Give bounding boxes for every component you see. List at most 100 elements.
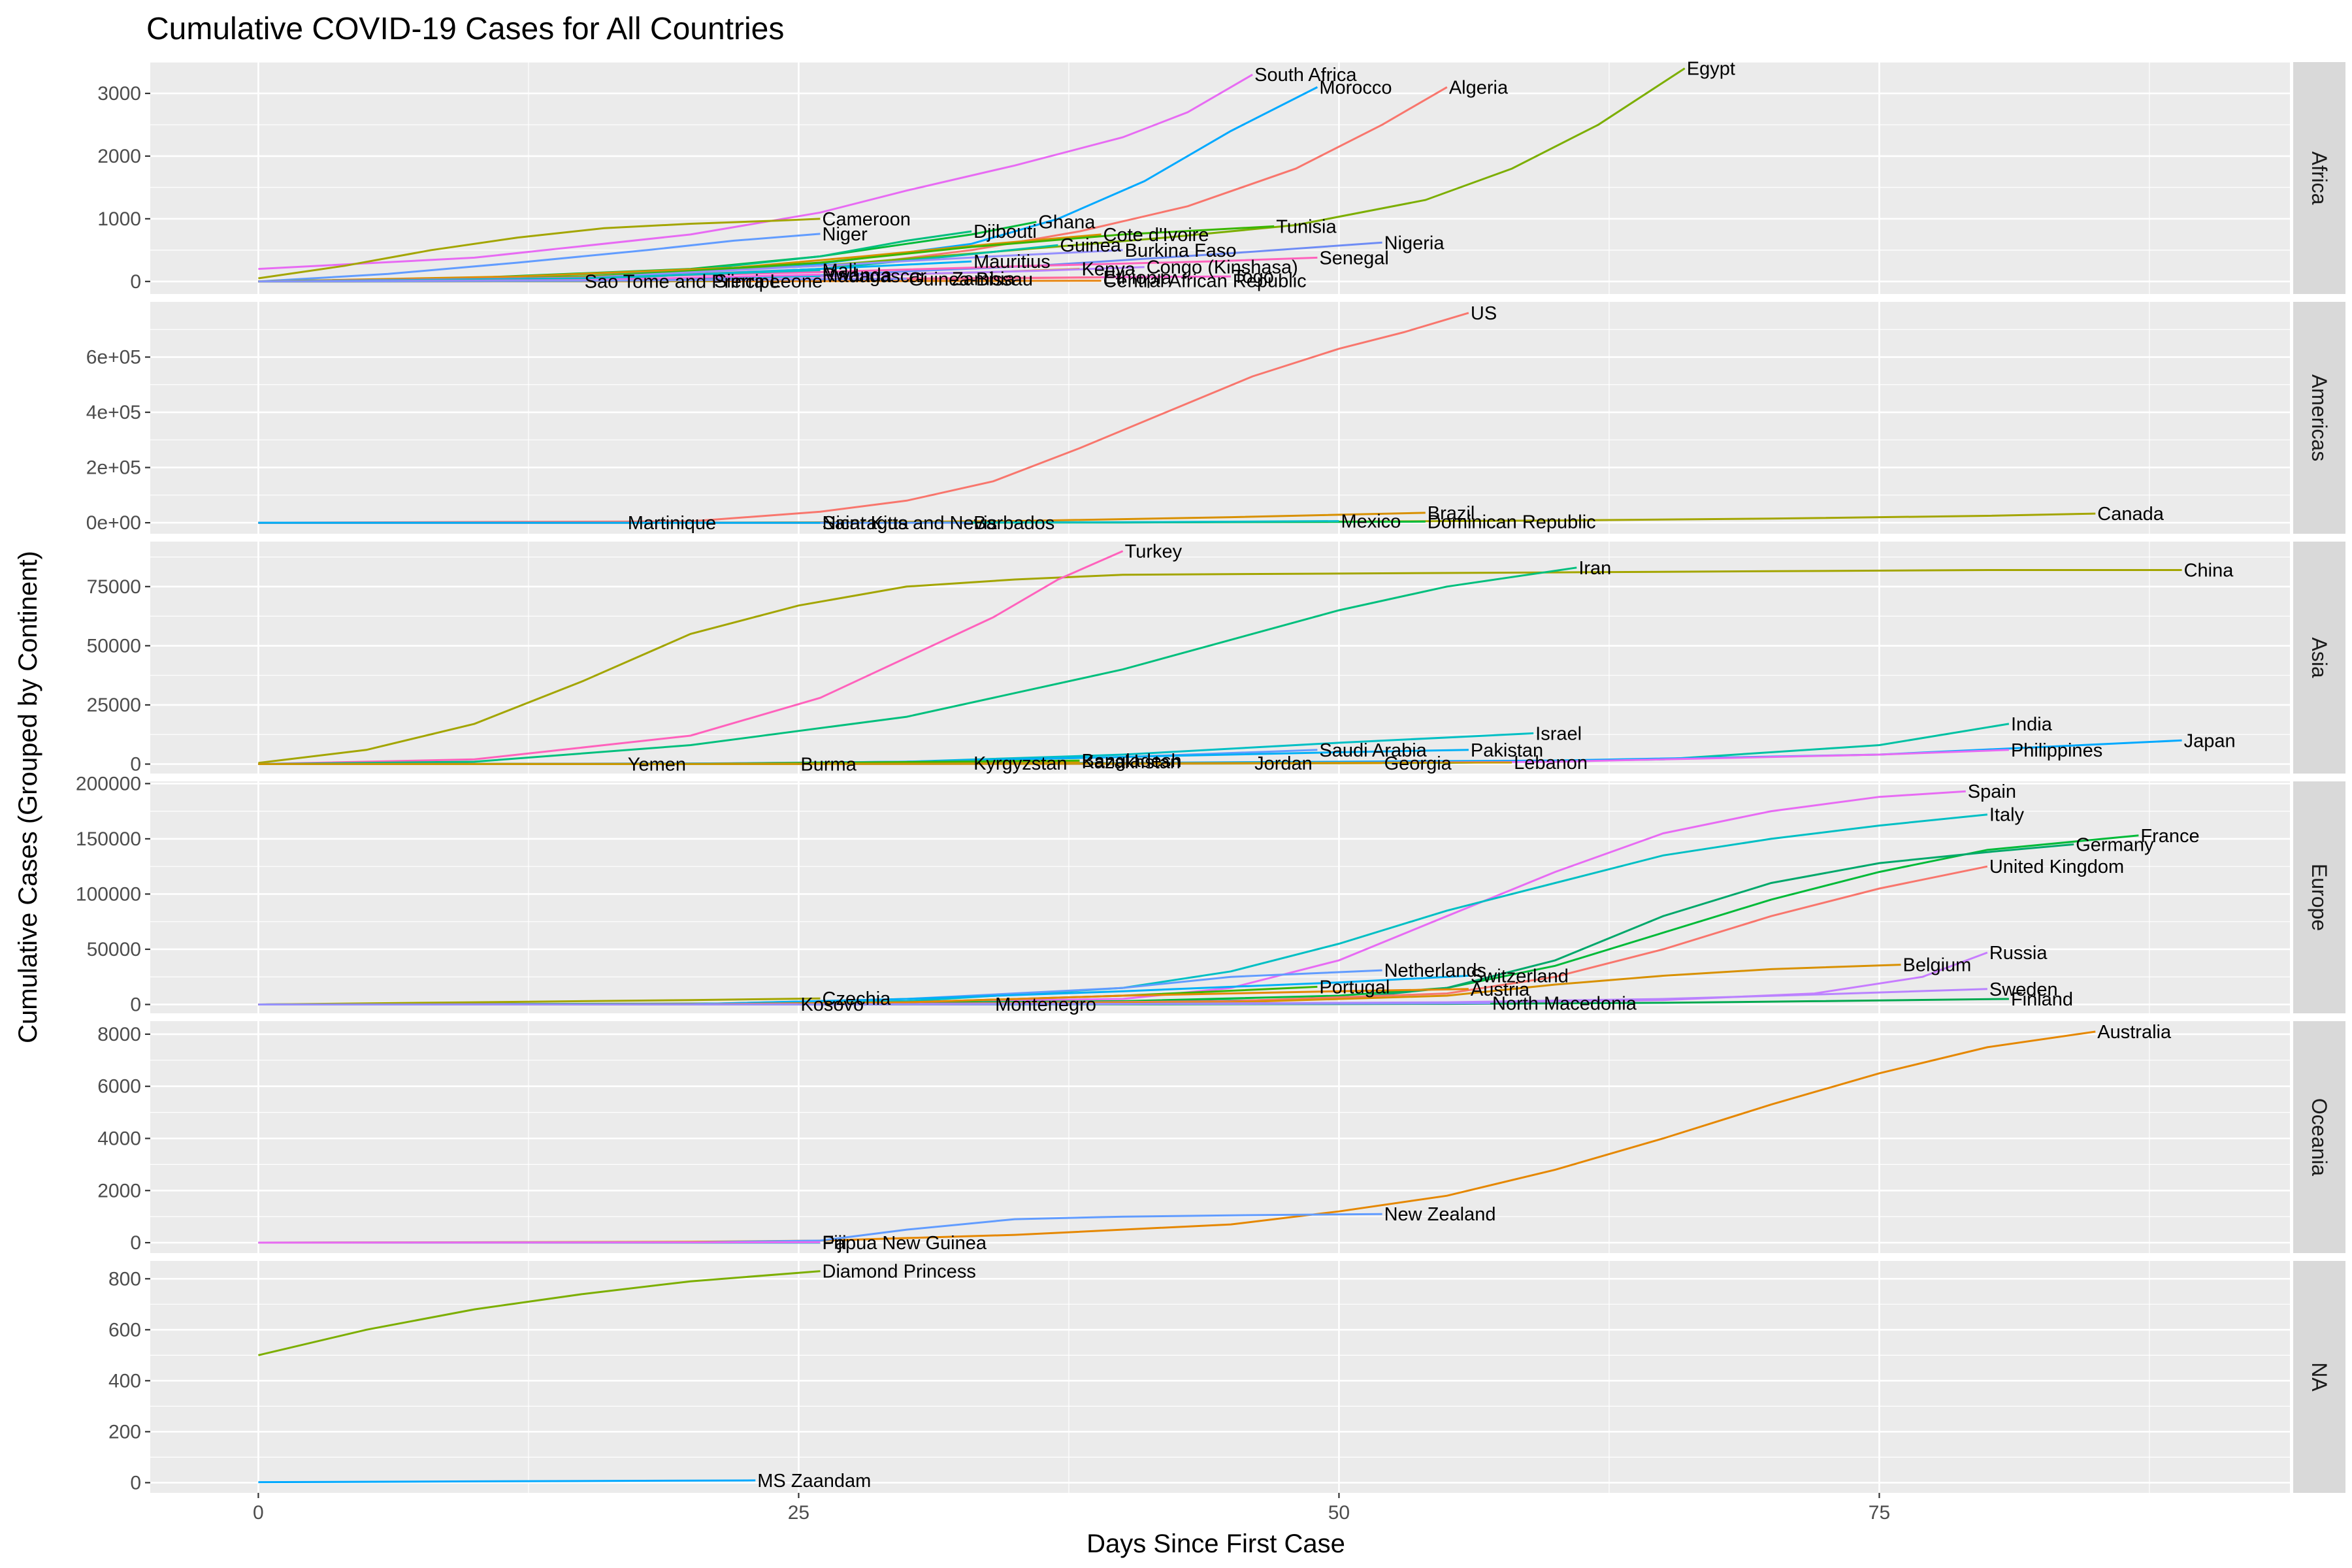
series-line-north-macedonia [258,1002,1491,1005]
series-label: Fiji [823,1232,847,1253]
series-label: Senegal [1319,248,1388,269]
series-label: New Zealand [1384,1204,1496,1225]
series-label: Cameroon [823,209,911,230]
series-line-fiji [258,1241,821,1244]
x-axis: 0 25 50 75 [253,1493,1890,1524]
series-label: Germany [2076,834,2154,855]
series-label: Australia [2097,1022,2172,1043]
series-line-ms-zaandam [258,1479,756,1484]
facet-strip [2293,62,2345,294]
series-label: Georgia [1384,753,1452,774]
series-label: India [2011,714,2053,735]
facet-strip-label: Europe [2308,864,2331,931]
series-label: Guinea-Bissau [909,269,1033,290]
x-tick-label: 25 [788,1502,809,1524]
series-label: Austria [1471,979,1530,1000]
series-label: Zambia [952,269,1016,289]
series-label: Barbados [973,513,1054,534]
series-line-cote-d-ivoire [258,233,1102,283]
series-line-lebanon [258,761,1512,765]
x-tick-label: 50 [1328,1502,1350,1524]
series-label: Nigeria [1384,233,1445,253]
series-label: Ghana [1038,212,1096,233]
series-label: US [1471,303,1497,324]
series-label: Egypt [1687,59,1735,80]
series-label: Diamond Princess [823,1262,976,1282]
y-tick-label: 0 [130,1472,141,1494]
series-label: Congo (Kinshasa) [1147,257,1298,278]
y-tick-label: 600 [108,1319,141,1341]
series-label: Spain [1968,781,2016,802]
series-label: Yemen [628,755,686,776]
series-label: Burkina Faso [1125,240,1237,261]
series-label: Canada [2097,504,2164,525]
y-tick-label: 150000 [76,828,141,850]
series-label: Mauritius [973,252,1051,272]
y-tick-label: 0 [130,994,141,1015]
series-label: Dominican Republic [1428,512,1596,532]
panel-background [150,1261,2290,1493]
series-label: Pakistan [1471,740,1543,761]
series-label: Philippines [2011,740,2102,761]
panel-background [150,62,2290,294]
series-label: Switzerland [1471,966,1569,987]
y-tick-label: 0 [130,271,141,293]
y-tick-label: 3000 [97,83,141,105]
series-label: Mexico [1341,512,1401,532]
series-label: Central African Republic [1103,271,1307,292]
facet-panel-oceania: 0 2000 4000 6000 8000 Australia New Zealand Pap… [97,1021,2345,1254]
chart-title: Cumulative COVID-19 Cases for All Countr… [146,12,784,46]
series-line-guinea-bissau [258,278,907,283]
y-tick-label: 0 [130,1232,141,1254]
series-label: Kazakhstan [1081,752,1181,773]
series-label: France [2140,826,2199,847]
series-label: Nicaragua [823,513,909,534]
series-label: Mali [823,261,857,282]
y-tick-label: 2000 [97,1180,141,1201]
y-tick-label: 2e+05 [86,457,141,479]
facet-strip [2293,1261,2345,1493]
y-tick-label: 800 [108,1268,141,1290]
series-label: Finland [2011,989,2073,1010]
series-line-czechia [258,997,821,1005]
series-label: Rwanda [823,265,892,286]
series-label: Ethiopia [1103,268,1173,289]
y-tick-label: 400 [108,1370,141,1392]
y-tick-label: 200 [108,1421,141,1443]
series-line-us [258,312,1469,524]
series-label: Jordan [1254,753,1313,774]
series-line-china [258,569,2182,764]
series-label: Japan [2184,730,2236,751]
series-line-italy [258,813,1988,1005]
series-label: South Africa [1254,65,1357,86]
y-tick-label: 25000 [87,694,141,716]
series-label: Iran [1578,558,1611,579]
series-label: Algeria [1449,77,1509,98]
series-line-niger [258,233,821,283]
series-label: Netherlands [1384,960,1486,981]
y-tick-label: 2000 [97,146,141,167]
facet-strip-label: Asia [2308,637,2331,678]
series-line-cameroon [258,218,821,280]
series-label: Saudi Arabia [1319,740,1427,761]
series-line-iran [258,566,1577,765]
series-line-spain [258,790,1966,1005]
series-label: Madagascar [823,266,927,287]
series-label: Cote d'Ivoire [1103,225,1209,246]
series-label: Sweden [1989,979,2058,1000]
y-tick-label: 4e+05 [86,402,141,423]
series-label: MS Zaandam [757,1471,871,1492]
series-line-diamond-princess [258,1270,821,1356]
series-label: Djibouti [973,221,1037,242]
series-label: Saint Kitts and Nevis [823,513,998,534]
series-label: Czechia [823,988,892,1009]
facet-strip-label: Americas [2308,374,2331,461]
panel-background [150,542,2290,774]
series-label: Lebanon [1514,753,1588,774]
y-tick-label: 100000 [76,883,141,905]
panel-background [150,302,2290,534]
facet-strip [2293,302,2345,534]
facet-panel-americas: 0e+00 2e+05 4e+05 6e+05 US Canada BrazilDomini… [86,302,2345,534]
